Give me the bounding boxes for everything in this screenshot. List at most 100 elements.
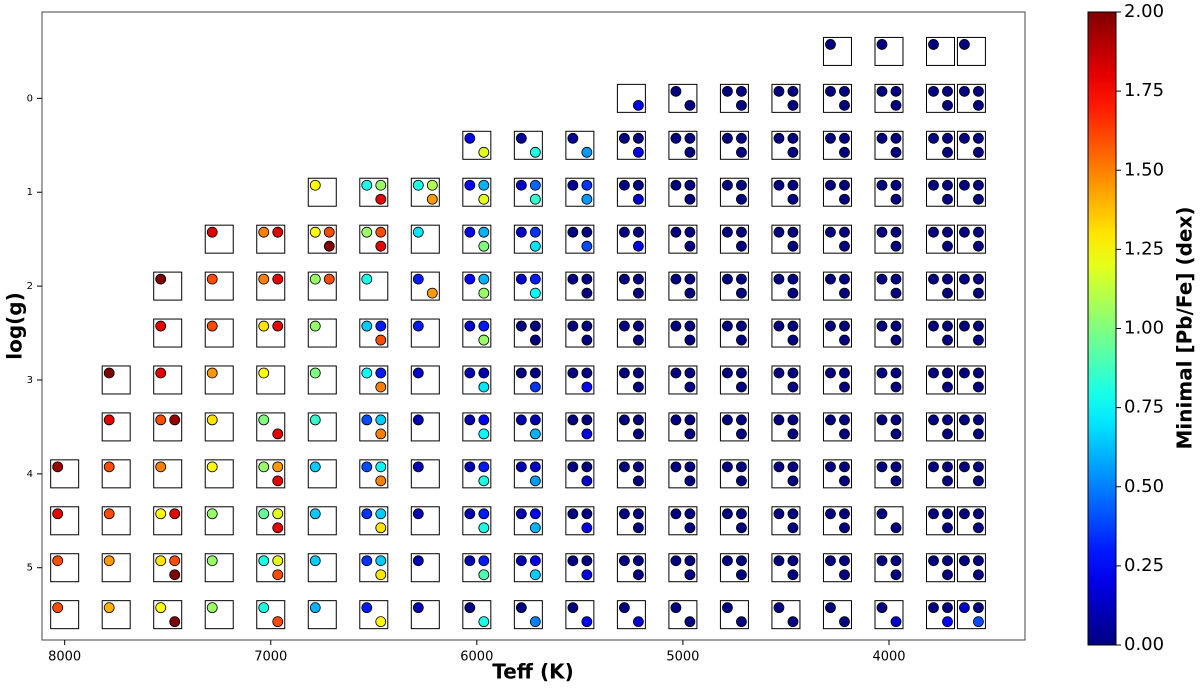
grid-cell	[926, 459, 956, 489]
dot	[478, 240, 490, 252]
grid-cell	[668, 130, 698, 160]
dot	[618, 555, 630, 567]
dot	[529, 616, 541, 628]
grid-cell	[307, 177, 337, 207]
dot	[464, 602, 476, 614]
grid-cell	[204, 318, 234, 348]
grid-cell	[153, 553, 183, 583]
dot	[942, 320, 953, 332]
dot	[529, 461, 541, 473]
grid-cell	[462, 177, 492, 207]
dot	[722, 132, 733, 144]
dot	[515, 179, 527, 191]
dot	[959, 85, 970, 97]
dot	[670, 273, 682, 285]
grid-cell	[50, 459, 80, 489]
dot	[258, 320, 270, 332]
colorbar-tick-label: 0.00	[1124, 634, 1164, 655]
grid-cell	[616, 271, 646, 301]
dot	[973, 569, 984, 581]
dot	[309, 179, 321, 191]
dot	[529, 320, 541, 332]
dot	[876, 461, 888, 473]
grid-cell	[874, 459, 904, 489]
dot	[478, 320, 490, 332]
dot	[169, 569, 181, 581]
dot	[258, 226, 270, 238]
grid-cell	[956, 412, 986, 442]
y-tick-label: 0	[27, 93, 33, 104]
dot	[581, 522, 593, 534]
grid-cell	[719, 412, 749, 442]
dot	[876, 555, 888, 567]
grid-cell	[513, 412, 543, 442]
dot	[973, 273, 984, 285]
dot	[529, 381, 541, 393]
dot	[684, 132, 696, 144]
grid-cell	[616, 412, 646, 442]
dot	[581, 334, 593, 346]
dot	[464, 132, 476, 144]
grid-cell	[565, 459, 595, 489]
dot	[722, 226, 733, 238]
dot	[361, 602, 373, 614]
grid-cell	[874, 318, 904, 348]
grid-cell	[101, 600, 131, 630]
grid-cell	[668, 459, 698, 489]
dot	[942, 240, 953, 252]
dot	[928, 461, 939, 473]
grid-cell	[513, 318, 543, 348]
dot	[515, 226, 527, 238]
dot	[876, 320, 888, 332]
dot	[973, 146, 984, 158]
dot	[973, 367, 984, 379]
dot	[632, 334, 644, 346]
dot	[684, 508, 696, 520]
grid-cell	[565, 177, 595, 207]
dot	[722, 179, 733, 191]
dot	[825, 461, 836, 473]
dot	[206, 226, 218, 238]
dot	[412, 508, 424, 520]
dot	[581, 287, 593, 299]
dot	[206, 555, 218, 567]
grid-cell	[307, 412, 337, 442]
grid-cell	[956, 36, 986, 66]
dot	[478, 179, 490, 191]
dot	[973, 226, 984, 238]
dot	[464, 508, 476, 520]
grid-cell	[822, 600, 852, 630]
grid-cell	[565, 224, 595, 254]
grid-cell	[719, 83, 749, 113]
dot	[323, 240, 335, 252]
dot	[670, 555, 682, 567]
dot	[375, 367, 387, 379]
grid-cell	[462, 130, 492, 160]
dot	[529, 226, 541, 238]
dot	[272, 461, 284, 473]
dot	[632, 99, 644, 111]
dot	[272, 428, 284, 440]
grid-cell	[926, 36, 956, 66]
dot	[169, 508, 181, 520]
dot	[323, 273, 335, 285]
dot	[773, 414, 785, 426]
y-tick-label: 4	[27, 469, 33, 480]
dot	[876, 39, 888, 50]
dot	[942, 226, 953, 238]
dot	[825, 39, 836, 50]
dot	[684, 193, 696, 205]
dot	[787, 569, 799, 581]
grid-cell	[874, 506, 904, 536]
dot	[722, 508, 733, 520]
dot	[464, 273, 476, 285]
dot	[464, 320, 476, 332]
grid-cell	[462, 459, 492, 489]
dot	[684, 273, 696, 285]
grid-cell	[462, 553, 492, 583]
dot	[722, 85, 733, 97]
dot	[684, 334, 696, 346]
dot	[618, 461, 630, 473]
dot	[787, 273, 799, 285]
dot	[670, 367, 682, 379]
